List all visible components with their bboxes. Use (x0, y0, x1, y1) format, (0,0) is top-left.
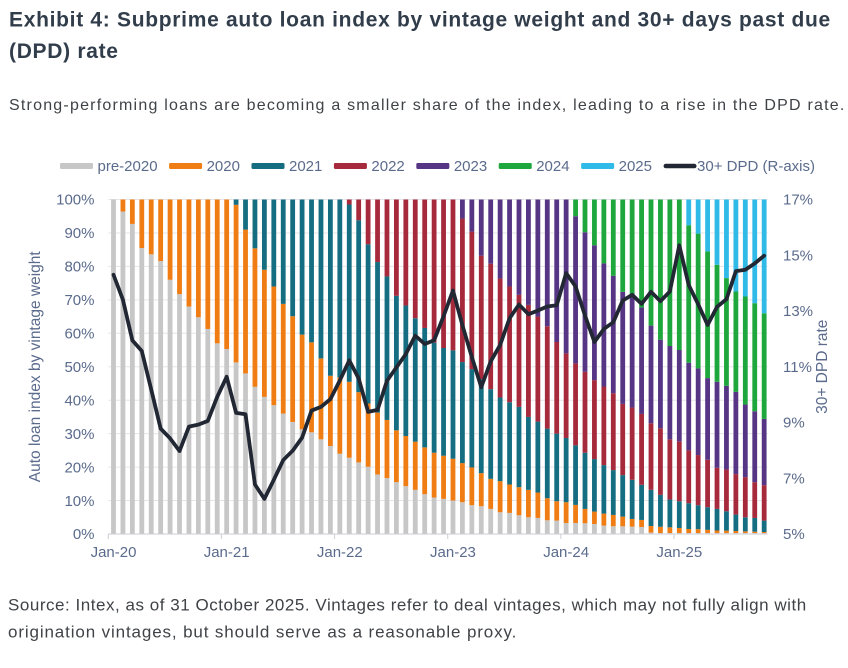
svg-text:30+ DPD (R-axis): 30+ DPD (R-axis) (697, 158, 815, 175)
svg-text:0%: 0% (73, 526, 95, 543)
svg-text:70%: 70% (64, 292, 94, 309)
svg-text:origination vintages, but shou: origination vintages, but should serve a… (8, 623, 517, 642)
svg-text:2021: 2021 (289, 158, 322, 175)
svg-text:40%: 40% (64, 392, 94, 409)
svg-text:13%: 13% (783, 303, 813, 320)
svg-text:7%: 7% (783, 470, 805, 487)
svg-text:9%: 9% (783, 415, 805, 432)
svg-text:2024: 2024 (536, 158, 569, 175)
svg-text:10%: 10% (64, 493, 94, 510)
svg-text:pre-2020: pre-2020 (98, 158, 158, 175)
svg-text:80%: 80% (64, 259, 94, 276)
svg-text:Jan-25: Jan-25 (656, 544, 702, 561)
svg-text:2023: 2023 (454, 158, 487, 175)
svg-text:50%: 50% (64, 359, 94, 376)
svg-text:17%: 17% (783, 192, 813, 209)
svg-text:90%: 90% (64, 225, 94, 242)
svg-text:20%: 20% (64, 459, 94, 476)
svg-text:2020: 2020 (207, 158, 240, 175)
svg-text:30+ DPD rate: 30+ DPD rate (814, 320, 831, 414)
svg-text:Exhibit 4: Subprime auto loan: Exhibit 4: Subprime auto loan index by v… (9, 9, 831, 32)
svg-text:2025: 2025 (619, 158, 652, 175)
svg-text:Source: Intex, as of 31 Octobe: Source: Intex, as of 31 October 2025. Vi… (8, 596, 807, 615)
svg-text:(DPD) rate: (DPD) rate (9, 40, 119, 63)
svg-text:15%: 15% (783, 247, 813, 264)
svg-text:5%: 5% (783, 526, 805, 543)
svg-text:30%: 30% (64, 426, 94, 443)
svg-text:Jan-21: Jan-21 (204, 544, 250, 561)
svg-text:11%: 11% (783, 359, 812, 376)
svg-text:100%: 100% (56, 192, 94, 209)
svg-text:Jan-23: Jan-23 (430, 544, 476, 561)
svg-text:Strong-performing loans are be: Strong-performing loans are becoming a s… (9, 97, 846, 114)
svg-text:Jan-20: Jan-20 (91, 544, 137, 561)
svg-text:60%: 60% (64, 326, 94, 343)
svg-text:Jan-22: Jan-22 (317, 544, 363, 561)
svg-text:2022: 2022 (371, 158, 404, 175)
svg-text:Jan-24: Jan-24 (543, 544, 589, 561)
svg-text:Auto loan index by vintage wei: Auto loan index by vintage weight (27, 251, 44, 483)
